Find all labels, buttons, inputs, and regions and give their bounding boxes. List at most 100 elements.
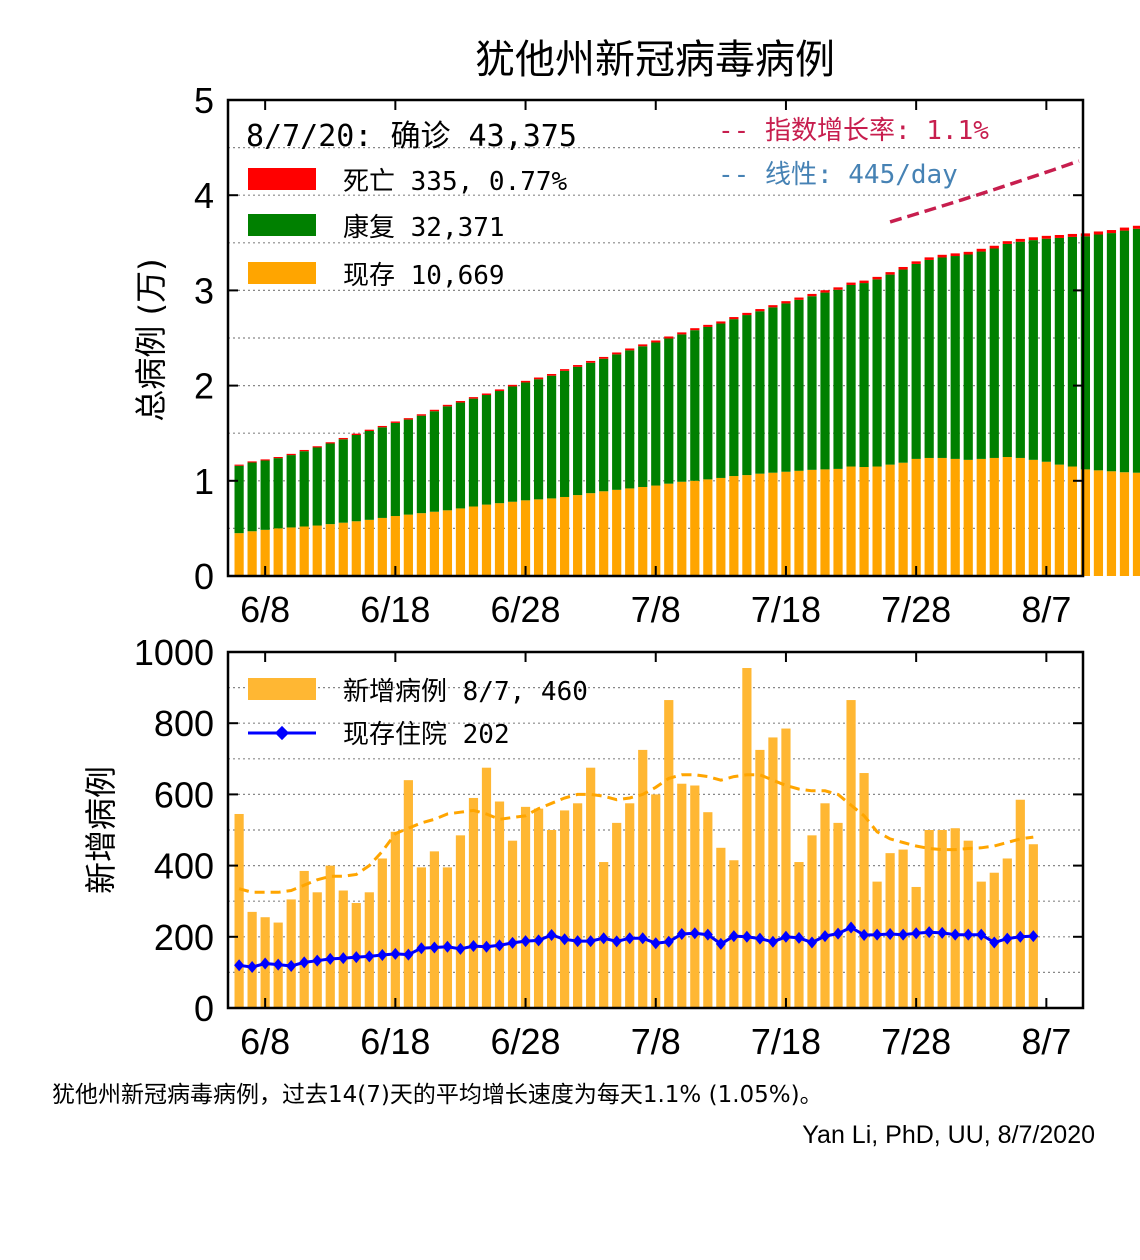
top-bar-recovered [1132, 228, 1140, 473]
new-cases-bar [546, 830, 557, 1008]
top-bar-recovered [781, 303, 791, 472]
figure-caption: 犹他州新冠病毒病例，过去14(7)天的平均增长速度为每天1.1% (1.05%)… [52, 1082, 823, 1108]
top-bar-active [273, 528, 283, 576]
new-cases-bar [807, 835, 817, 1008]
top-bar-recovered [1119, 230, 1130, 473]
top-bar-active [716, 477, 726, 576]
hospitalized-point [507, 936, 518, 949]
new-cases-bar [664, 700, 674, 1008]
top-summary-text: 8/7/20: 确诊 43,375 [246, 119, 577, 154]
legend-swatch-deaths [248, 168, 316, 190]
new-cases-bar [586, 767, 596, 1008]
new-cases-bar [625, 803, 635, 1008]
top-bar-active [937, 457, 947, 576]
top-bar-recovered [586, 362, 596, 494]
hospitalized-point [494, 939, 505, 952]
top-bar-deaths [1015, 238, 1025, 242]
top-bar-deaths [1119, 227, 1130, 231]
top-bar-deaths [1080, 233, 1091, 237]
top-bar-deaths [690, 328, 700, 331]
new-cases-bar [507, 840, 518, 1008]
top-bar-active [612, 489, 622, 576]
top-bar-active [416, 513, 426, 576]
hospitalized-point [442, 940, 453, 953]
top-bar-active [872, 466, 882, 576]
top-bar-active [312, 525, 322, 576]
hospitalized-point [533, 934, 544, 947]
top-bar-deaths [507, 384, 518, 387]
new-cases-bar [1015, 799, 1025, 1008]
top-bar-deaths [494, 389, 505, 392]
top-ytick-label: 2 [194, 366, 214, 407]
top-bar-recovered [455, 402, 466, 509]
top-bar-active [742, 475, 752, 576]
new-cases-bar [677, 783, 687, 1008]
hospitalized-point [403, 948, 414, 961]
top-bar-deaths [885, 272, 895, 275]
top-bar-active [533, 499, 544, 576]
top-bar-deaths [273, 457, 283, 459]
top-bar-recovered [963, 254, 973, 460]
top-bar-active [586, 493, 596, 576]
bottom-lines [234, 773, 1039, 974]
top-bar-deaths [1054, 234, 1064, 238]
top-bar-active [351, 521, 361, 576]
new-cases-bar [716, 847, 726, 1008]
new-cases-bar [963, 840, 973, 1008]
top-bar-active [807, 469, 817, 576]
bottom-xtick-label: 8/7 [1021, 1021, 1071, 1062]
top-bar-deaths [703, 324, 713, 327]
top-bar-active [494, 503, 505, 576]
top-bar-recovered [247, 462, 257, 532]
top-bar-deaths [1093, 231, 1104, 235]
hospitalized-point [950, 928, 961, 941]
hospitalized-point [1015, 930, 1026, 943]
hospitalized-point [624, 932, 635, 945]
hospitalized-point [572, 935, 583, 948]
new-cases-bar [520, 806, 531, 1008]
top-bar-active [573, 495, 583, 576]
top-bar-active [560, 496, 570, 576]
bottom-y-ticks: 0 200 400 600 800 1000 [134, 632, 1083, 1029]
top-bar-active [546, 498, 557, 576]
top-bar-active [768, 472, 778, 576]
legend-swatch-recovered [248, 214, 316, 236]
top-bar-deaths [234, 464, 244, 466]
top-bar-active [507, 501, 518, 576]
top-bar-recovered [1041, 238, 1051, 462]
hospitalized-point [924, 926, 935, 939]
top-bar-active [455, 508, 466, 576]
top-bar-recovered [560, 370, 570, 497]
top-bar-recovered [1015, 241, 1025, 458]
top-bar-deaths [377, 425, 387, 428]
hospitalized-point [559, 933, 570, 946]
bottom-xtick-label: 6/8 [240, 1021, 290, 1062]
top-bar-active [950, 458, 960, 576]
top-bar-active [247, 531, 257, 576]
top-bar-deaths [612, 352, 622, 355]
top-bar-active [794, 470, 804, 576]
new-cases-bar [872, 881, 882, 1008]
hospitalized-point [416, 942, 427, 955]
top-bar-deaths [664, 336, 674, 339]
hospitalized-point [859, 929, 870, 942]
bottom-ytick-label: 0 [194, 988, 214, 1029]
top-bar-recovered [1106, 233, 1117, 472]
top-bar-active [338, 522, 348, 576]
top-bar-recovered [416, 415, 426, 514]
hospitalized-point [728, 930, 739, 943]
top-xtick-label: 7/28 [881, 589, 951, 630]
top-bar-recovered [846, 284, 856, 467]
top-bar-recovered [1080, 236, 1091, 470]
hospitalized-point [468, 940, 479, 953]
top-bar-recovered [612, 354, 622, 490]
top-bar-recovered [573, 366, 583, 496]
top-bar-recovered [924, 259, 934, 458]
top-bar-active [299, 526, 309, 576]
top-x-ticks: 6/8 6/18 6/28 7/8 7/18 7/28 8/7 [240, 100, 1071, 630]
top-bar-active [1054, 464, 1064, 576]
top-bar-active [898, 462, 908, 576]
top-y-axis-label: 总病例 (万) [132, 258, 170, 421]
top-bar-deaths [937, 254, 947, 258]
top-bar-active [885, 464, 895, 576]
